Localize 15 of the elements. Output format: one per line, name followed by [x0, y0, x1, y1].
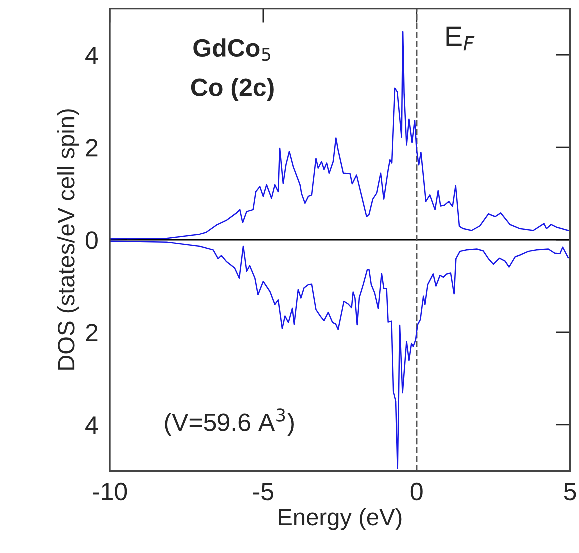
x-axis-title: Energy (eV) [279, 508, 402, 530]
ref-line-label: E$_{F}$ [446, 26, 475, 51]
y-tick-label: 4 [86, 46, 98, 64]
y-axis-title: DOS (states/eV cell spin) [57, 110, 80, 370]
x-tick-label: -5 [253, 483, 274, 501]
y-tick-label: 4 [86, 416, 98, 434]
x-tick-label: -10 [93, 482, 128, 501]
annotation: (V=59.6 A$^{3}$) [165, 408, 294, 436]
y-tick-label: 2 [86, 139, 98, 157]
annotation: GdCo$_{5}$ [194, 38, 271, 62]
annotation: Co (2c) [191, 78, 274, 102]
x-tick-label: 0 [410, 482, 423, 501]
y-tick-label: 2 [86, 324, 98, 342]
y-tick-label: 0 [86, 232, 98, 250]
x-tick-label: 5 [564, 483, 576, 501]
